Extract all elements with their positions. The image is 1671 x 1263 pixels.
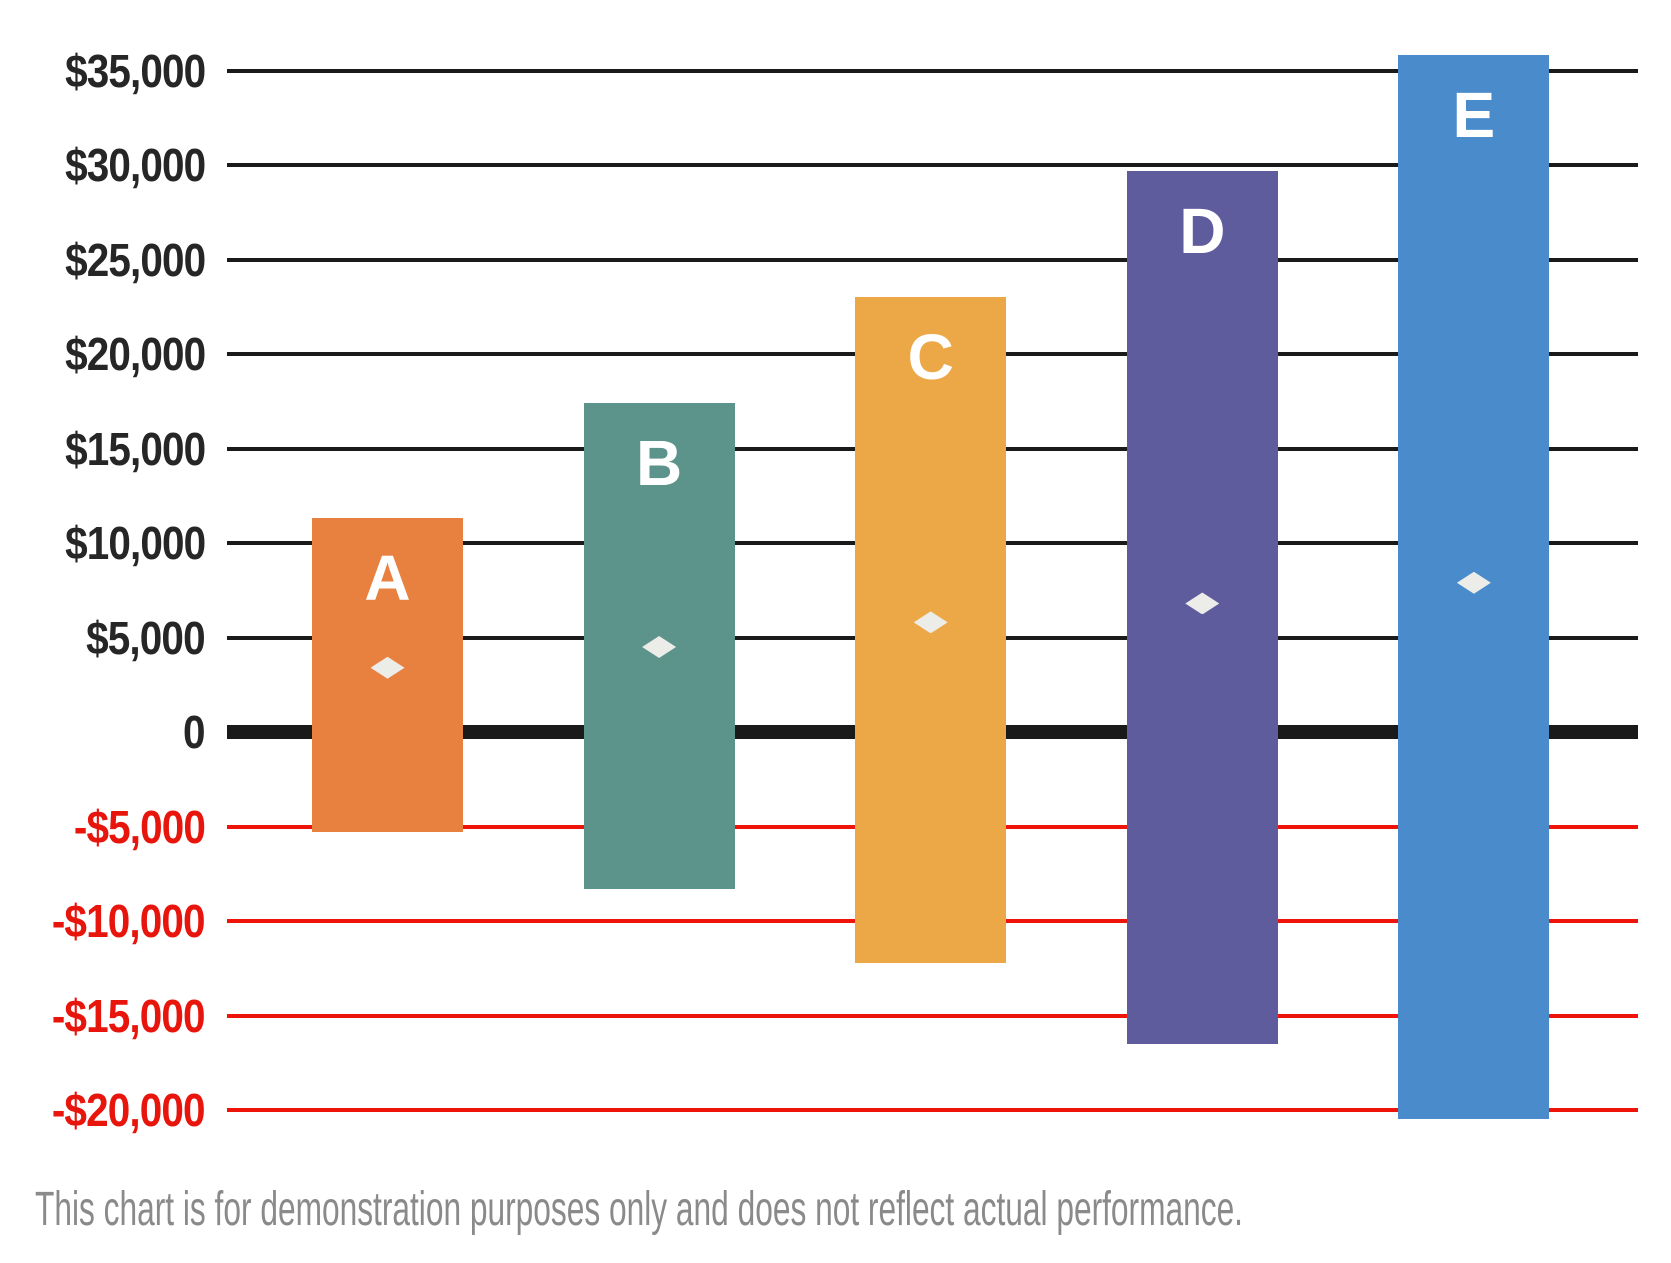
gridline--$15,000 <box>227 1013 1638 1018</box>
y-tick-label--$10,000: -$10,000 <box>52 895 206 947</box>
y-tick-label--$20,000: -$20,000 <box>52 1084 206 1136</box>
gridline-$25,000 <box>227 257 1638 262</box>
disclaimer-text: This chart is for demonstration purposes… <box>35 1183 1243 1236</box>
bar-label-b: B <box>635 427 683 500</box>
y-tick-label-$15,000: $15,000 <box>64 422 206 475</box>
gridline-$35,000 <box>227 68 1638 73</box>
marker-diamond-c <box>913 611 948 634</box>
marker-diamond-d <box>1185 592 1220 615</box>
gridline--$20,000 <box>227 1108 1638 1112</box>
range-bar-c: C <box>855 297 1007 963</box>
gridline-$30,000 <box>227 163 1638 167</box>
marker-diamond-a <box>370 656 405 679</box>
bar-label-c: C <box>907 321 954 394</box>
y-tick-label-$30,000: $30,000 <box>64 139 206 191</box>
y-tick-label-$35,000: $35,000 <box>64 44 206 97</box>
bar-label-a: A <box>364 542 411 615</box>
marker-diamond-e <box>1456 571 1491 594</box>
y-tick-label-$20,000: $20,000 <box>64 328 206 380</box>
y-tick-label-$25,000: $25,000 <box>64 233 206 286</box>
y-tick-label-0: 0 <box>183 706 206 758</box>
y-tick-label--$5,000: -$5,000 <box>73 800 206 853</box>
y-tick-label-$5,000: $5,000 <box>86 611 205 664</box>
marker-diamond-b <box>642 635 677 658</box>
bar-label-d: D <box>1179 194 1226 267</box>
bar-label-e: E <box>1452 79 1496 152</box>
y-tick-label-$10,000: $10,000 <box>64 517 206 569</box>
y-tick-label--$15,000: -$15,000 <box>52 989 206 1042</box>
